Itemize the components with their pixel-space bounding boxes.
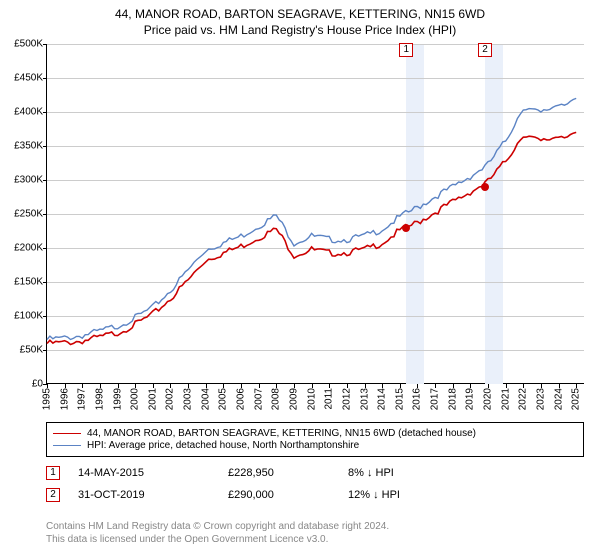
xtick-label: 2017 <box>430 388 441 410</box>
sale-delta: 8% ↓ HPI <box>348 467 458 479</box>
xtick-label: 2024 <box>553 388 564 410</box>
xtick-label: 2009 <box>288 388 299 410</box>
sale-marker-box: 1 <box>399 43 413 57</box>
footer-text: Contains HM Land Registry data © Crown c… <box>46 520 584 546</box>
sale-delta: 12% ↓ HPI <box>348 489 458 501</box>
xtick-label: 2012 <box>341 388 352 410</box>
xtick-label: 2016 <box>412 388 423 410</box>
ytick-mark <box>43 180 47 181</box>
legend-label: 44, MANOR ROAD, BARTON SEAGRAVE, KETTERI… <box>87 428 476 439</box>
xtick-label: 2003 <box>183 388 194 410</box>
xtick-label: 2020 <box>482 388 493 410</box>
xtick-label: 2014 <box>377 388 388 410</box>
footer-line-1: Contains HM Land Registry data © Crown c… <box>46 520 584 533</box>
plot-svg <box>47 44 585 384</box>
xtick-label: 1998 <box>94 388 105 410</box>
ytick-label: £100K <box>3 311 43 322</box>
xtick-label: 2023 <box>535 388 546 410</box>
chart-area: £0£50K£100K£150K£200K£250K£300K£350K£400… <box>46 44 584 384</box>
legend-box: 44, MANOR ROAD, BARTON SEAGRAVE, KETTERI… <box>46 422 584 457</box>
xtick-label: 1995 <box>42 388 53 410</box>
legend-row: 44, MANOR ROAD, BARTON SEAGRAVE, KETTERI… <box>53 428 577 439</box>
sale-row: 1 14-MAY-2015£228,9508% ↓ HPI <box>46 466 584 480</box>
series-property <box>47 132 576 344</box>
xtick-label: 2005 <box>218 388 229 410</box>
xtick-label: 2018 <box>447 388 458 410</box>
ytick-label: £400K <box>3 107 43 118</box>
ytick-mark <box>43 78 47 79</box>
ytick-label: £150K <box>3 277 43 288</box>
xtick-label: 1996 <box>59 388 70 410</box>
ytick-mark <box>43 282 47 283</box>
ytick-mark <box>43 248 47 249</box>
sale-date: 14-MAY-2015 <box>78 467 228 479</box>
xtick-label: 2025 <box>571 388 582 410</box>
title-line-2: Price paid vs. HM Land Registry's House … <box>0 22 600 38</box>
chart-title-block: 44, MANOR ROAD, BARTON SEAGRAVE, KETTERI… <box>0 0 600 38</box>
sale-row: 2 31-OCT-2019£290,00012% ↓ HPI <box>46 488 584 502</box>
ytick-label: £300K <box>3 175 43 186</box>
footer-line-2: This data is licensed under the Open Gov… <box>46 533 584 546</box>
series-hpi <box>47 98 576 339</box>
ytick-mark <box>43 44 47 45</box>
sale-price: £290,000 <box>228 489 348 501</box>
xtick-label: 2010 <box>306 388 317 410</box>
xtick-label: 2002 <box>165 388 176 410</box>
sale-date: 31-OCT-2019 <box>78 489 228 501</box>
sale-marker-box: 2 <box>478 43 492 57</box>
xtick-label: 2011 <box>324 388 335 410</box>
ytick-label: £350K <box>3 141 43 152</box>
sale-dot <box>402 224 410 232</box>
ytick-label: £450K <box>3 73 43 84</box>
sale-price: £228,950 <box>228 467 348 479</box>
ytick-mark <box>43 112 47 113</box>
ytick-mark <box>43 214 47 215</box>
ytick-label: £250K <box>3 209 43 220</box>
ytick-label: £0 <box>3 379 43 390</box>
ytick-mark <box>43 350 47 351</box>
sale-dot <box>481 183 489 191</box>
sale-marker-inline: 2 <box>46 488 60 502</box>
xtick-label: 2015 <box>394 388 405 410</box>
ytick-label: £50K <box>3 345 43 356</box>
legend-swatch <box>53 445 81 446</box>
xtick-label: 1999 <box>112 388 123 410</box>
xtick-label: 2000 <box>130 388 141 410</box>
xtick-label: 2021 <box>500 388 511 410</box>
sale-marker-inline: 1 <box>46 466 60 480</box>
ytick-label: £500K <box>3 39 43 50</box>
xtick-label: 2019 <box>465 388 476 410</box>
xtick-label: 2001 <box>147 388 158 410</box>
ytick-label: £200K <box>3 243 43 254</box>
xtick-label: 2004 <box>200 388 211 410</box>
legend-label: HPI: Average price, detached house, Nort… <box>87 440 359 451</box>
ytick-mark <box>43 316 47 317</box>
title-line-1: 44, MANOR ROAD, BARTON SEAGRAVE, KETTERI… <box>0 6 600 22</box>
xtick-label: 2006 <box>236 388 247 410</box>
xtick-label: 2013 <box>359 388 370 410</box>
xtick-label: 2008 <box>271 388 282 410</box>
legend-swatch <box>53 433 81 435</box>
ytick-mark <box>43 146 47 147</box>
legend-row: HPI: Average price, detached house, Nort… <box>53 440 577 451</box>
xtick-label: 2007 <box>253 388 264 410</box>
xtick-label: 2022 <box>518 388 529 410</box>
xtick-label: 1997 <box>77 388 88 410</box>
